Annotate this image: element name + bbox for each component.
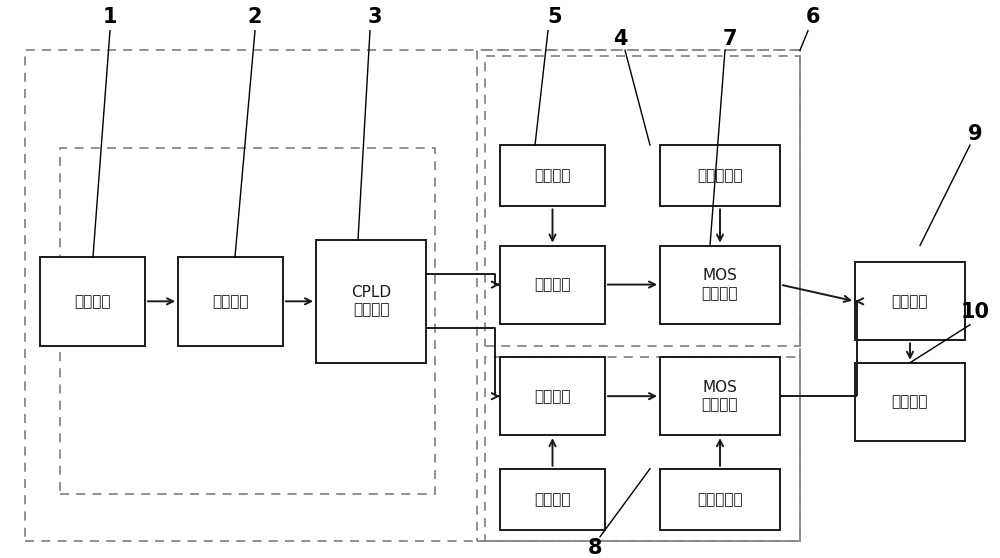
Text: 7: 7 [723, 29, 737, 49]
Text: 2: 2 [248, 7, 262, 27]
Text: 外部触发: 外部触发 [74, 294, 111, 309]
Text: 3: 3 [368, 7, 382, 27]
Bar [485, 56, 800, 346]
Bar [855, 363, 965, 441]
Bar [60, 148, 435, 494]
Text: 1: 1 [103, 7, 117, 27]
Text: MOS
组合电路: MOS 组合电路 [702, 268, 738, 301]
Bar [485, 357, 800, 541]
Text: 驱动电源: 驱动电源 [534, 169, 571, 183]
Text: 驱动电路: 驱动电路 [534, 389, 571, 403]
Bar [500, 357, 605, 435]
Text: 正高压输入: 正高压输入 [697, 169, 743, 183]
Text: 驱动电路: 驱动电路 [534, 277, 571, 292]
Text: 8: 8 [588, 538, 602, 558]
Text: 6: 6 [806, 7, 820, 27]
Text: MOS
组合电路: MOS 组合电路 [702, 380, 738, 412]
Text: 高压输出: 高压输出 [892, 294, 928, 309]
Text: 驱动电源: 驱动电源 [534, 492, 571, 507]
Bar [500, 145, 605, 206]
Text: CPLD
控制电路: CPLD 控制电路 [351, 285, 391, 318]
Text: 10: 10 [960, 302, 990, 323]
Text: 4: 4 [613, 29, 627, 49]
Bar [500, 469, 605, 530]
Bar [660, 145, 780, 206]
Text: 隔离电路: 隔离电路 [212, 294, 249, 309]
Bar [477, 50, 800, 541]
Text: 衰减输出: 衰减输出 [892, 395, 928, 409]
Bar [25, 50, 800, 541]
Bar [500, 246, 605, 324]
Bar [178, 257, 283, 346]
Text: 负高压输入: 负高压输入 [697, 492, 743, 507]
Bar [660, 246, 780, 324]
Bar [316, 240, 426, 363]
Bar [660, 469, 780, 530]
Bar [660, 357, 780, 435]
Bar [40, 257, 145, 346]
Text: 5: 5 [548, 7, 562, 27]
Bar [855, 262, 965, 340]
Text: 9: 9 [968, 124, 982, 144]
